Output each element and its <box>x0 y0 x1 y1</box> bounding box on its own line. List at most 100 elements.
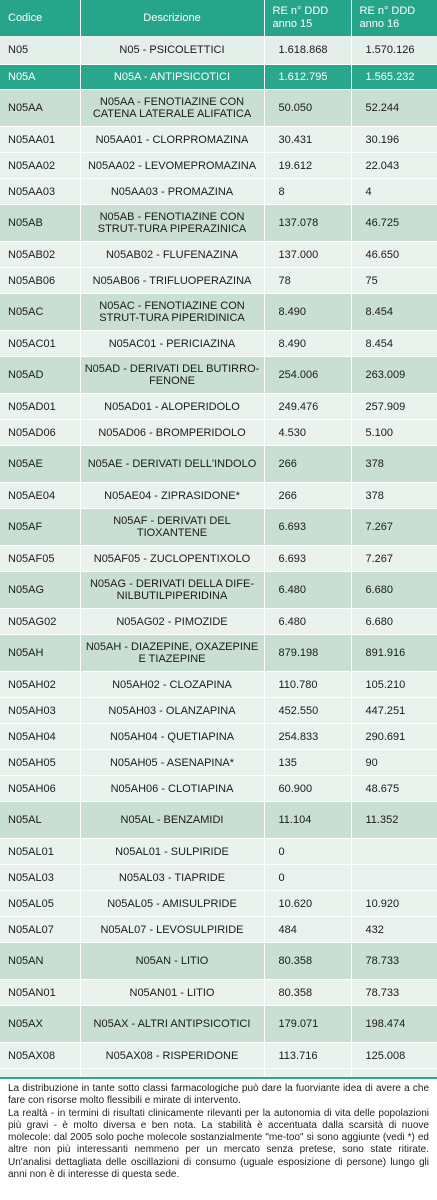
cell-description: N05AH - DIAZEPINE, OXAZEPINE E TIAZEPINE <box>80 634 265 672</box>
cell-year-16: 30.196 <box>351 126 437 153</box>
cell-code: N05AG02 <box>0 608 81 635</box>
table-row: N05AA02 N05AA02 - LEVOMEPROMAZINA 19.612 22… <box>0 152 437 179</box>
cell-code: N05AH05 <box>0 749 81 776</box>
cell-year-16: 378 <box>351 482 437 509</box>
table-body: N05 N05 - PSICOLETTICI 1.618.868 1.570.126 N… <box>0 36 437 1121</box>
cell-code: N05AA02 <box>0 152 81 179</box>
cell-description: N05AD06 - BROMPERIDOLO <box>80 419 265 446</box>
cell-description: N05AD - DERIVATI DEL BUTIRRO-FENONE <box>80 356 265 394</box>
cell-year-15: 80.358 <box>264 979 352 1006</box>
cell-year-16: 11.352 <box>351 801 437 839</box>
cell-year-15: 113.716 <box>264 1042 352 1069</box>
cell-description: N05AF - DERIVATI DEL TIOXANTENE <box>80 508 265 546</box>
cell-description: N05AX08 - RISPERIDONE <box>80 1042 265 1069</box>
cell-code: N05AA <box>0 89 81 127</box>
table-row: N05AL07 N05AL07 - LEVOSULPIRIDE 484 432 <box>0 916 437 943</box>
cell-code: N05AD01 <box>0 393 81 420</box>
cell-description: N05AL - BENZAMIDI <box>80 801 265 839</box>
table-row: N05AF05 N05AF05 - ZUCLOPENTIXOLO 6.693 7.26… <box>0 545 437 572</box>
cell-description: N05AC01 - PERICIAZINA <box>80 330 265 357</box>
cell-year-15: 254.006 <box>264 356 352 394</box>
table-row: N05AH N05AH - DIAZEPINE, OXAZEPINE E TIAZ… <box>0 634 437 672</box>
table-row: N05AH04 N05AH04 - QUETIAPINA 254.833 290.69… <box>0 723 437 750</box>
cell-code: N05A <box>0 64 81 90</box>
cell-year-16: 10.920 <box>351 890 437 917</box>
cell-year-16: 125.008 <box>351 1042 437 1069</box>
cell-year-15: 452.550 <box>264 697 352 724</box>
cell-year-16: 7.267 <box>351 545 437 572</box>
cell-description: N05AL07 - LEVOSULPIRIDE <box>80 916 265 943</box>
cell-description: N05AL03 - TIAPRIDE <box>80 864 265 891</box>
table-row: N05AF N05AF - DERIVATI DEL TIOXANTENE 6.69… <box>0 508 437 546</box>
cell-description: N05AH06 - CLOTIAPINA <box>80 775 265 802</box>
cell-year-15: 4.530 <box>264 419 352 446</box>
cell-year-16: 78.733 <box>351 979 437 1006</box>
cell-year-15: 11.104 <box>264 801 352 839</box>
table-row: N05AD06 N05AD06 - BROMPERIDOLO 4.530 5.100 <box>0 419 437 446</box>
cell-year-16: 78.733 <box>351 942 437 980</box>
cell-year-15: 1.612.795 <box>264 64 352 90</box>
cell-year-15: 80.358 <box>264 942 352 980</box>
cell-year-16 <box>351 838 437 865</box>
table-row: N05AE04 N05AE04 - ZIPRASIDONE* 266 378 <box>0 482 437 509</box>
footnote-paragraph-2: La realtà - in termini di risultati clin… <box>8 1107 429 1181</box>
cell-year-15: 8.490 <box>264 293 352 331</box>
cell-code: N05AA03 <box>0 178 81 205</box>
table-row: N05AA03 N05AA03 - PROMAZINA 8 4 <box>0 178 437 205</box>
cell-year-16: 8.454 <box>351 293 437 331</box>
cell-description: N05AL05 - AMISULPRIDE <box>80 890 265 917</box>
cell-year-15: 0 <box>264 838 352 865</box>
cell-year-15: 8.490 <box>264 330 352 357</box>
cell-year-15: 30.431 <box>264 126 352 153</box>
table-row: N05AA N05AA - FENOTIAZINE CON CATENA LATE… <box>0 89 437 127</box>
table-row: N05A N05A - ANTIPSICOTICI 1.612.795 1.565.2… <box>0 64 437 90</box>
cell-year-15: 8 <box>264 178 352 205</box>
table-row: N05AC N05AC - FENOTIAZINE CON STRUT-TURA … <box>0 293 437 331</box>
table-row: N05AG02 N05AG02 - PIMOZIDE 6.480 6.680 <box>0 608 437 635</box>
cell-year-15: 50.050 <box>264 89 352 127</box>
cell-year-15: 249.476 <box>264 393 352 420</box>
cell-year-15: 879.198 <box>264 634 352 672</box>
footnote-box: La distribuzione in tante sotto classi f… <box>0 1077 437 1200</box>
cell-year-15: 179.071 <box>264 1005 352 1043</box>
cell-year-16: 198.474 <box>351 1005 437 1043</box>
header-description: Descrizione <box>80 0 265 36</box>
cell-year-16: 1.565.232 <box>351 64 437 90</box>
table-row: N05AL05 N05AL05 - AMISULPRIDE 10.620 10.920 <box>0 890 437 917</box>
cell-year-16: 46.650 <box>351 241 437 268</box>
cell-year-16: 263.009 <box>351 356 437 394</box>
cell-year-15: 137.000 <box>264 241 352 268</box>
cell-code: N05AL01 <box>0 838 81 865</box>
cell-year-15: 137.078 <box>264 204 352 242</box>
table-row: N05AN N05AN - LITIO 80.358 78.733 <box>0 942 437 980</box>
table-row: N05AL N05AL - BENZAMIDI 11.104 11.352 <box>0 801 437 839</box>
header-code: Codice <box>0 0 81 36</box>
cell-year-16: 8.454 <box>351 330 437 357</box>
cell-description: N05AG02 - PIMOZIDE <box>80 608 265 635</box>
cell-year-16: 7.267 <box>351 508 437 546</box>
footnote-paragraph-1: La distribuzione in tante sotto classi f… <box>8 1083 429 1107</box>
cell-code: N05AF <box>0 508 81 546</box>
cell-year-15: 266 <box>264 482 352 509</box>
cell-year-16: 447.251 <box>351 697 437 724</box>
cell-code: N05AX08 <box>0 1042 81 1069</box>
cell-year-16: 1.570.126 <box>351 36 437 65</box>
cell-year-15: 6.480 <box>264 571 352 609</box>
cell-code: N05AN01 <box>0 979 81 1006</box>
cell-code: N05AB02 <box>0 241 81 268</box>
table-row: N05AA01 N05AA01 - CLORPROMAZINA 30.431 30.1… <box>0 126 437 153</box>
cell-year-16 <box>351 864 437 891</box>
cell-code: N05AA01 <box>0 126 81 153</box>
cell-year-15: 6.693 <box>264 508 352 546</box>
cell-code: N05AG <box>0 571 81 609</box>
cell-description: N05AD01 - ALOPERIDOLO <box>80 393 265 420</box>
cell-description: N05A - ANTIPSICOTICI <box>80 64 265 90</box>
cell-code: N05AF05 <box>0 545 81 572</box>
cell-description: N05AA - FENOTIAZINE CON CATENA LATERALE … <box>80 89 265 127</box>
table-row: N05AL03 N05AL03 - TIAPRIDE 0 <box>0 864 437 891</box>
cell-description: N05AH05 - ASENAPINA* <box>80 749 265 776</box>
cell-code: N05 <box>0 36 81 65</box>
cell-code: N05AH02 <box>0 671 81 698</box>
cell-year-15: 78 <box>264 267 352 294</box>
cell-description: N05AA02 - LEVOMEPROMAZINA <box>80 152 265 179</box>
